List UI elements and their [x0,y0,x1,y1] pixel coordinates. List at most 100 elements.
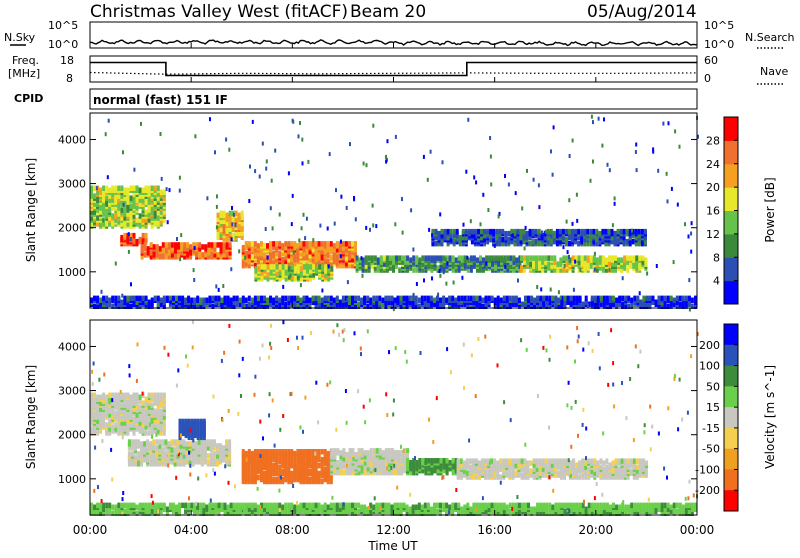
power-cell [309,264,312,270]
power-cell [251,298,254,304]
power-cell [147,246,150,252]
power-speckle [328,298,330,302]
power-speckle [230,267,232,271]
power-cell [324,296,327,302]
power-speckle [218,288,220,292]
power-cell [664,296,667,302]
velocity-cell [158,439,161,445]
power-speckle [399,269,401,273]
power-speckle [335,188,337,192]
power-cell [449,255,452,261]
velocity-cell [163,393,166,399]
power-speckle [366,163,368,167]
power-cell [577,241,580,247]
power-speckle [445,282,447,286]
power-speckle [558,290,560,294]
velocity-cell [596,460,599,466]
cpid-label: CPID [14,92,43,105]
power-cell [380,255,383,261]
power-cell [538,255,541,261]
power-speckle [304,236,306,240]
power-speckle [115,262,117,266]
power-speckle [412,295,414,299]
power-speckle [540,287,542,291]
velocity-cell [602,466,605,472]
colorbar-tick-label: 24 [706,158,720,171]
power-cell [576,296,579,302]
noise-search-label: N.Search [745,31,795,44]
velocity-cell [318,449,321,455]
power-speckle [206,196,208,200]
power-cell [627,296,630,302]
velocity-cell [275,449,278,455]
power-speckle [439,274,441,278]
power-cell [214,296,217,302]
power-cell [471,229,474,235]
velocity-cell [572,458,575,464]
velocity-cell [189,441,192,447]
power-cell [287,296,290,302]
power-cell [226,242,229,248]
power-cell [242,296,245,302]
power-speckle [601,144,603,148]
power-cell [447,229,450,235]
power-speckle [541,230,543,234]
power-cell [351,241,354,247]
power-cell [278,251,281,257]
power-cell [315,266,318,272]
power-speckle [209,117,211,121]
power-cell [515,257,518,263]
velocity-cell [536,458,539,464]
velocity-cell [272,449,275,455]
colorbar-tick-label: 12 [706,228,720,241]
velocity-cell [137,451,140,457]
power-cell [463,296,466,302]
noise-right-tick-bottom: 10^0 [704,38,734,51]
power-speckle [526,169,528,173]
velocity-cell [195,441,198,447]
power-speckle [525,226,527,230]
power-cell [524,296,527,302]
power-cell [587,255,590,261]
power-speckle [346,206,348,210]
velocity-cell [148,393,151,399]
power-speckle [656,264,658,268]
power-cell [626,229,629,235]
power-speckle [490,182,492,186]
power-cell [598,231,601,237]
power-speckle [271,179,273,183]
power-speckle [299,121,301,125]
power-cell [336,241,339,247]
velocity-cell [578,460,581,466]
power-cell [457,296,460,302]
power-speckle [517,279,519,283]
velocity-cell [126,393,129,399]
velocity-cell [460,458,463,464]
power-speckle [430,150,432,154]
power-cell [523,255,526,261]
velocity-cell [142,400,145,406]
velocity-heatmap-cells [90,320,699,516]
power-cell [406,296,409,302]
noise-right-tick-top: 10^5 [704,19,734,32]
velocity-cell [133,393,136,399]
power-cell [168,242,171,248]
velocity-cell [242,449,245,455]
power-speckle [115,302,117,306]
velocity-cell [296,449,299,455]
power-cell [500,255,503,261]
power-cell [562,267,565,273]
power-cell [287,241,290,247]
power-cell [590,255,593,261]
power-cell [377,257,380,263]
freq-trace [90,63,697,76]
power-cell [372,296,375,302]
power-cell [303,264,306,270]
power-speckle [194,134,196,138]
velocity-cell [496,460,499,466]
power-speckle [688,235,690,239]
power-speckle [474,235,476,239]
power-speckle [667,199,669,203]
power-cell [445,298,448,304]
